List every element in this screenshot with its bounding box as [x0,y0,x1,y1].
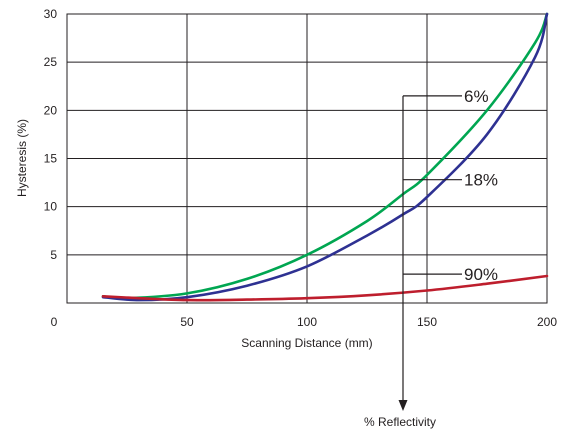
callout-label: 90% [464,265,498,284]
y-tick-label: 15 [44,152,58,166]
y-tick-label: 25 [44,55,58,69]
series-line-1 [101,12,549,300]
x-tick-label: 150 [417,315,437,329]
y-tick-label: 10 [44,200,58,214]
x-tick-label: 200 [537,315,557,329]
x-tick-label: 50 [180,315,194,329]
reflectivity-annotation: % Reflectivity 6% 18% 90% [364,87,498,429]
x-axis-title: Scanning Distance (mm) [241,336,372,350]
y-tick-label: 20 [44,103,58,117]
callout-label: 18% [464,171,498,190]
arrow-head-icon [398,400,408,411]
x-tick-labels: 0 50 100 150 200 [51,315,558,329]
grid-lines [67,14,547,303]
y-tick-label: 5 [50,248,57,262]
series-line-2 [101,12,549,302]
y-tick-label: 30 [44,7,58,21]
x-tick-label: 0 [51,315,58,329]
series-lines [101,12,549,302]
series-line-3 [101,274,549,302]
x-tick-label: 100 [297,315,317,329]
callout-label: 6% [464,87,489,106]
reflectivity-label: % Reflectivity [364,415,436,429]
y-tick-labels: 5 10 15 20 25 30 [44,7,58,262]
y-axis-title: Hysteresis (%) [15,119,29,197]
